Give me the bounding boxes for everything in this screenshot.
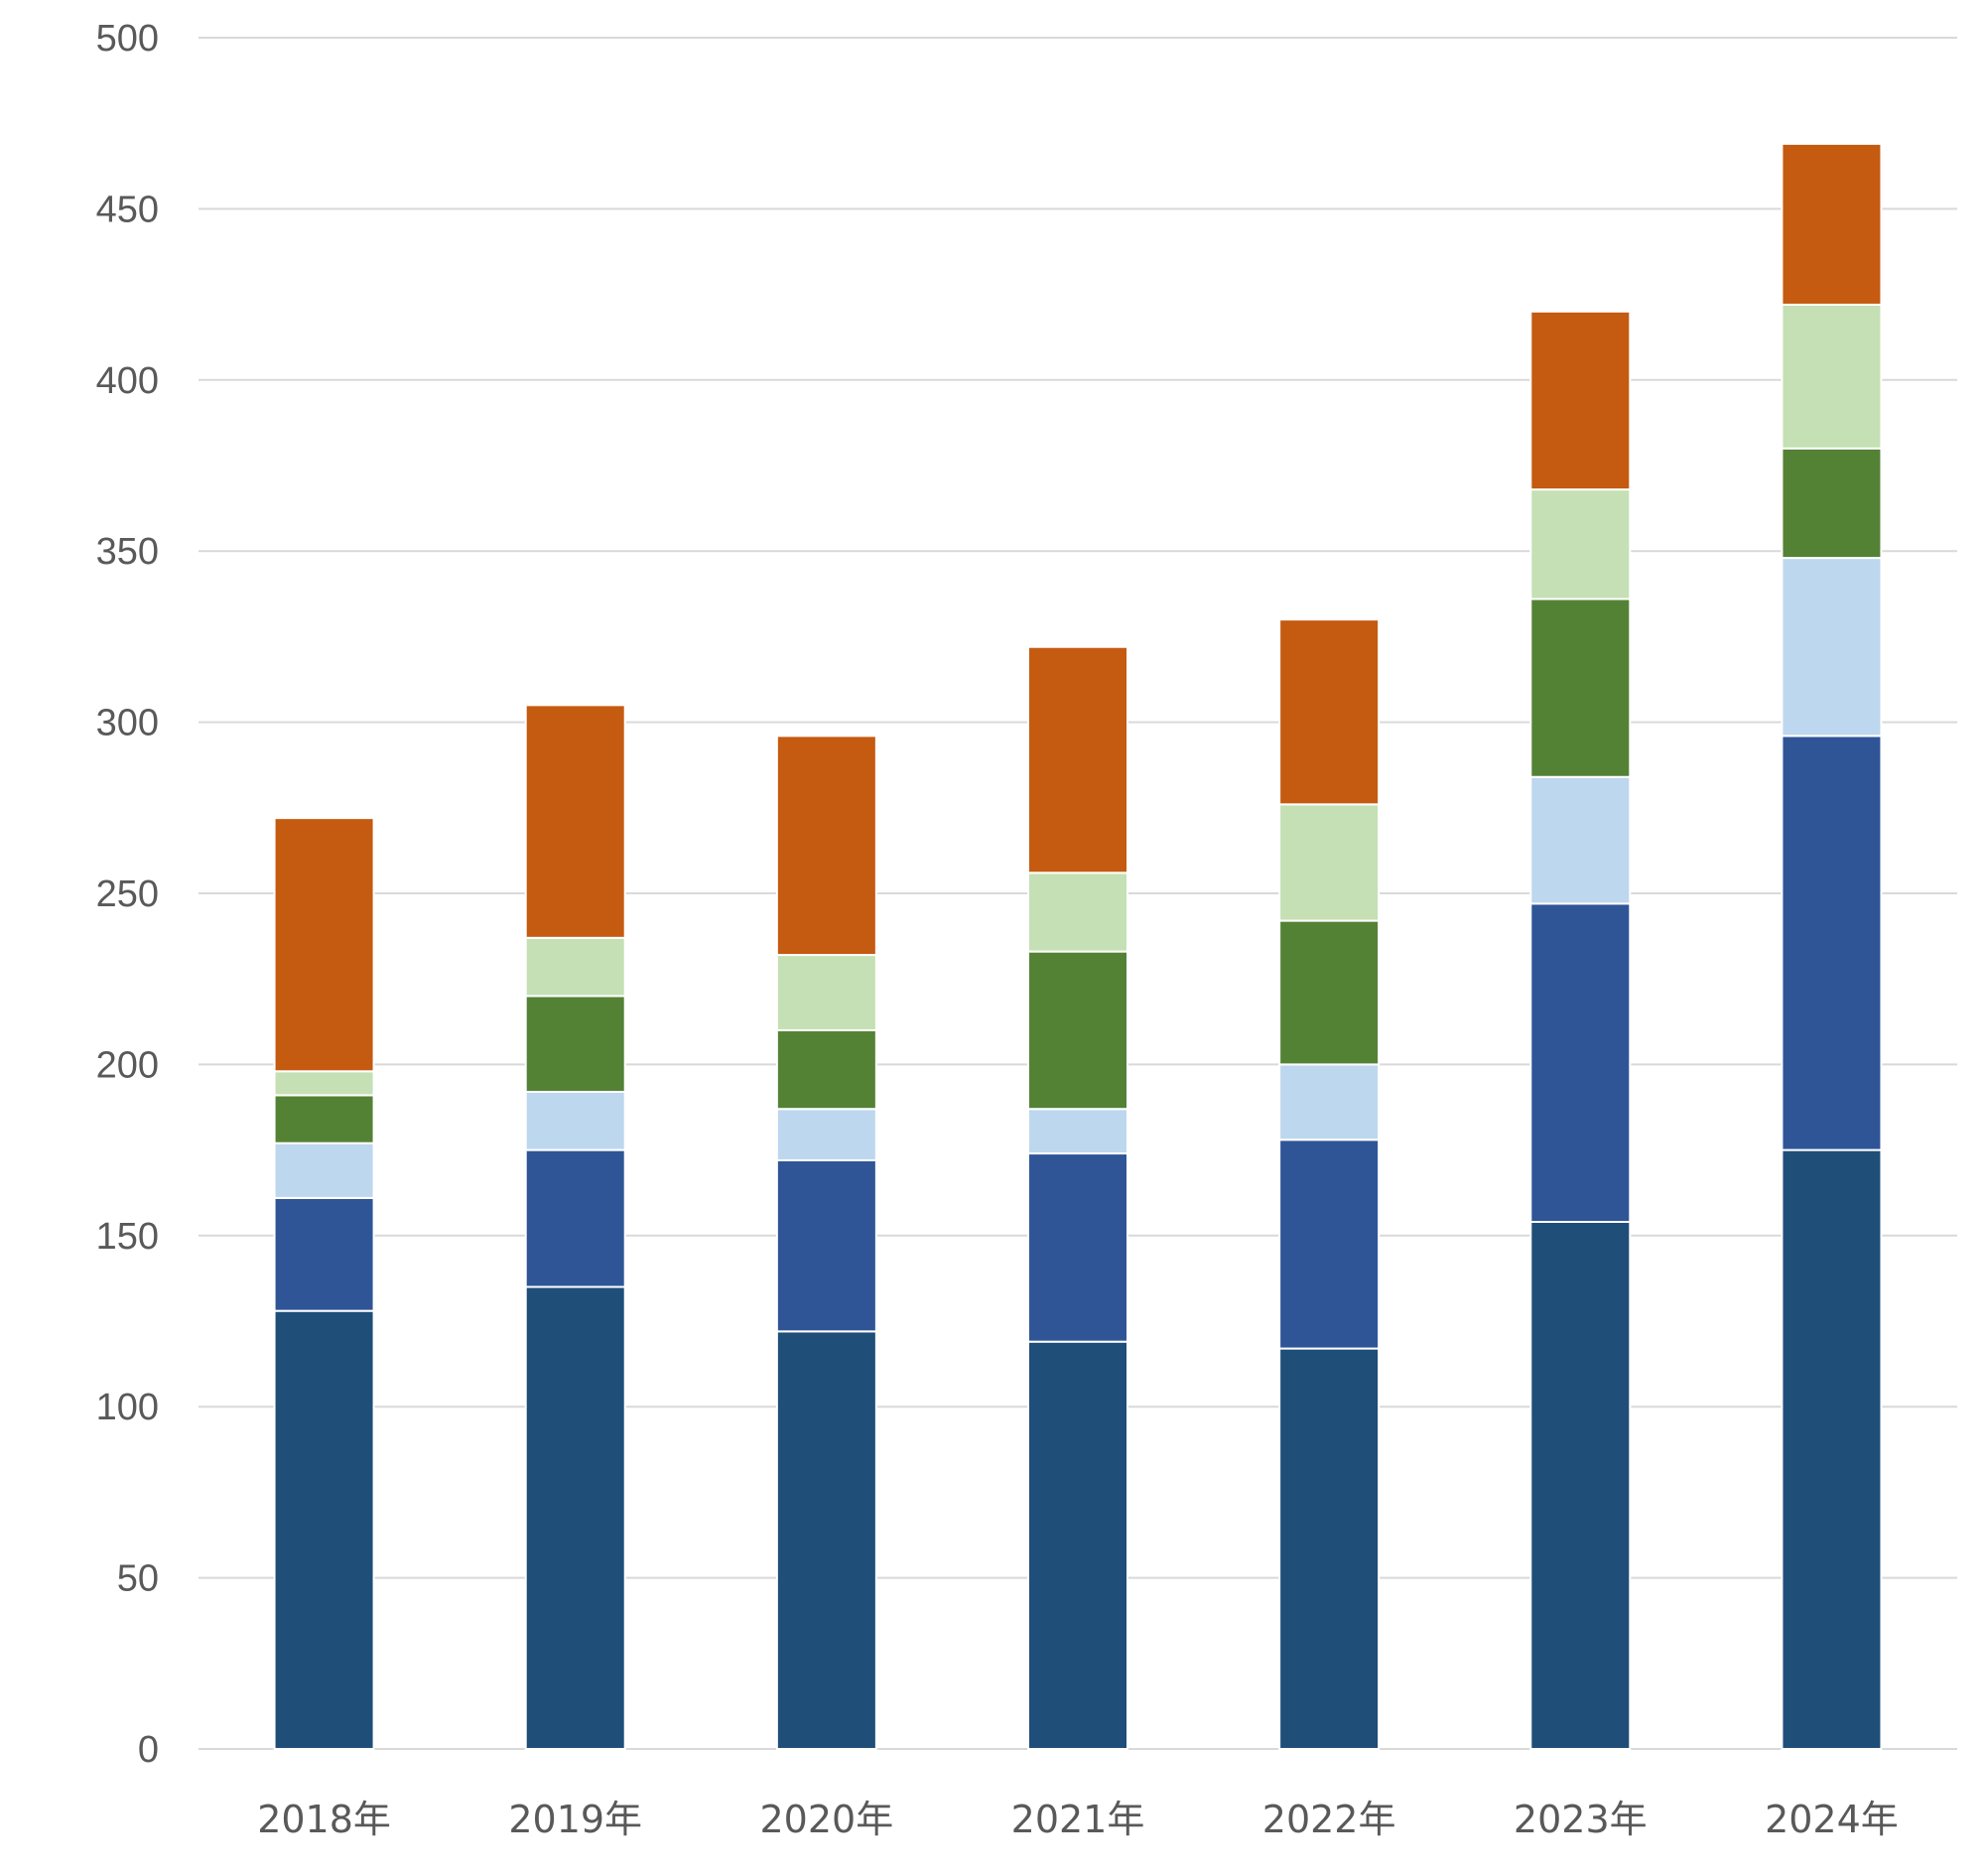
bar-segment (1278, 1063, 1381, 1141)
bar-segment (1529, 310, 1632, 491)
x-tick-label: 2021年 (1011, 1798, 1145, 1841)
bar-segment (1278, 919, 1381, 1066)
bar-segment (1027, 950, 1128, 1111)
bar-segment (1278, 618, 1381, 806)
x-tick-label: 2019年 (508, 1798, 642, 1841)
bar-segment (273, 1070, 375, 1097)
bar-segment (775, 1108, 877, 1161)
y-tick-label: 350 (96, 531, 159, 573)
y-tick-label: 0 (138, 1729, 159, 1771)
bar-segment (1529, 1221, 1632, 1751)
y-tick-label: 450 (96, 189, 159, 230)
bar-segment (273, 1141, 375, 1199)
bar-segment (775, 954, 877, 1031)
bar-segment (273, 817, 375, 1073)
bar-segment (1781, 142, 1883, 306)
bar-segment (1027, 1340, 1128, 1750)
y-tick-label: 50 (117, 1558, 159, 1600)
y-tick-label: 500 (96, 18, 159, 60)
bar-segment (1781, 447, 1883, 560)
bar-segment (524, 1148, 626, 1288)
x-tick-label: 2022年 (1262, 1798, 1396, 1841)
x-tick-label: 2023年 (1514, 1798, 1648, 1841)
bar-segment (1529, 598, 1632, 778)
bar-segment (1781, 557, 1883, 737)
x-tick-label: 2024年 (1765, 1798, 1899, 1841)
y-tick-label: 150 (96, 1216, 159, 1258)
bar-segment (1278, 1139, 1381, 1350)
bar-segment (1781, 303, 1883, 450)
bar-segment (1027, 871, 1128, 953)
y-tick-label: 400 (96, 360, 159, 402)
bar-segment (1781, 735, 1883, 1151)
bar-segment (1027, 1108, 1128, 1155)
bar-segment (1781, 1148, 1883, 1750)
x-axis-ticks: 2018年 2019年 2020年 2021年 2022年 2023年 2024年 (257, 1798, 1899, 1841)
bar-segment (524, 1285, 626, 1751)
bar-segment (1278, 803, 1381, 922)
bar-segment (775, 1158, 877, 1333)
bar-segment (775, 1028, 877, 1111)
bar-segment (1529, 488, 1632, 601)
y-tick-label: 250 (96, 873, 159, 915)
bar-segment (775, 735, 877, 957)
x-tick-label: 2020年 (759, 1798, 893, 1841)
bar-segment (524, 936, 626, 998)
bar-segment (1027, 645, 1128, 874)
bar-segment (524, 995, 626, 1093)
bar-segment (775, 1330, 877, 1750)
bar-segment (1529, 902, 1632, 1224)
bar-segment (524, 704, 626, 939)
y-tick-label: 200 (96, 1044, 159, 1086)
bar-segment (273, 1196, 375, 1312)
y-axis-ticks: 0 50 100 150 200 250 300 350 400 450 500 (96, 18, 159, 1771)
bar-segment (273, 1094, 375, 1144)
y-tick-label: 100 (96, 1387, 159, 1428)
bar-segment (1529, 775, 1632, 905)
bar-segment (524, 1090, 626, 1151)
bar-segment (273, 1309, 375, 1750)
bar-segment (1278, 1347, 1381, 1750)
y-tick-label: 300 (96, 703, 159, 744)
bar-segment (1027, 1152, 1128, 1343)
x-tick-label: 2018年 (257, 1798, 391, 1841)
bars (273, 142, 1883, 1751)
